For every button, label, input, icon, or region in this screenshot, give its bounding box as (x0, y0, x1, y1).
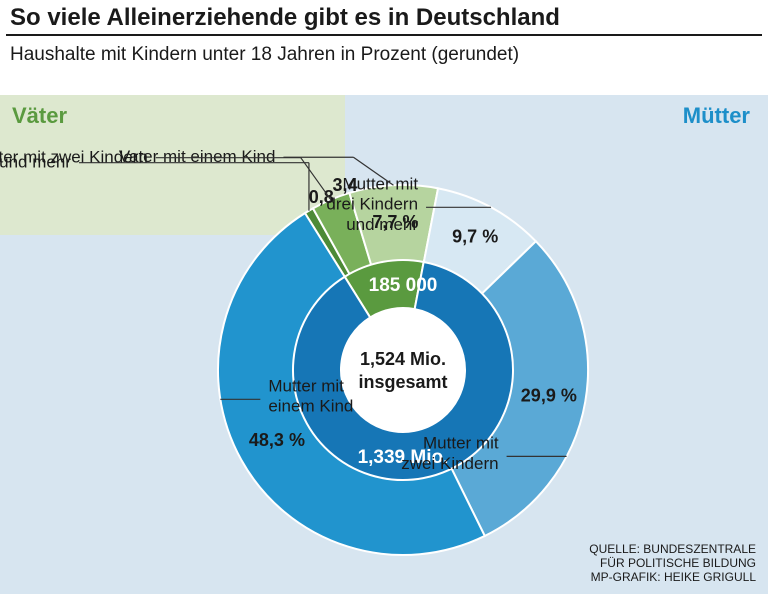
infographic-stage: So viele Alleinerziehende gibt es in Deu… (0, 0, 768, 594)
svg-text:29,9 %: 29,9 % (521, 385, 577, 405)
center-total: 1,524 Mio.insgesamt (343, 348, 463, 393)
svg-text:einem Kind: einem Kind (268, 397, 353, 416)
svg-text:Mutter mit: Mutter mit (342, 174, 418, 193)
credit-line-3: MP-GRAFIK: HEIKE GRIGULL (589, 570, 756, 584)
credit-line-1: QUELLE: BUNDESZENTRALE (589, 542, 756, 556)
svg-text:und mehr: und mehr (346, 215, 418, 234)
svg-text:Vater mit drei Kindern und meh: Vater mit drei Kindern und mehr (0, 153, 71, 172)
svg-text:Mutter mit: Mutter mit (423, 433, 499, 452)
credit-line-2: FÜR POLITISCHE BILDUNG (589, 556, 756, 570)
donut-chart: 185 0001,339 Mio.48,3 %29,9 %9,7 %7,7 %3… (0, 0, 768, 594)
svg-text:185 000: 185 000 (369, 275, 438, 296)
svg-text:zwei Kindern: zwei Kindern (401, 454, 498, 473)
svg-text:9,7 %: 9,7 % (452, 227, 498, 247)
svg-text:48,3 %: 48,3 % (249, 430, 305, 450)
svg-text:drei Kindern: drei Kindern (326, 195, 418, 214)
svg-text:Mutter mit: Mutter mit (268, 376, 344, 395)
credit-block: QUELLE: BUNDESZENTRALE FÜR POLITISCHE BI… (589, 542, 756, 584)
